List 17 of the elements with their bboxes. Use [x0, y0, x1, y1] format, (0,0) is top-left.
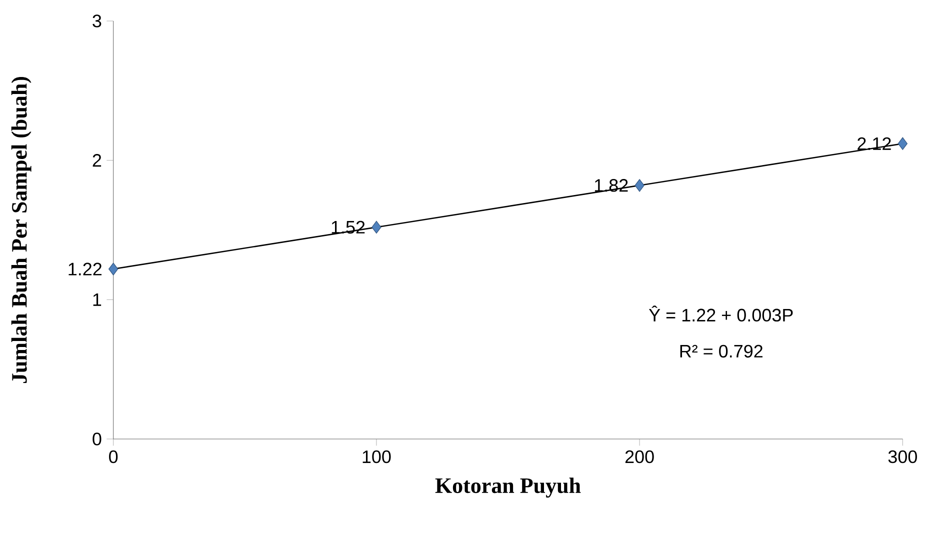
y-tick-label: 1 [93, 293, 102, 306]
x-tick-label: 200 [625, 450, 654, 464]
point [372, 220, 382, 234]
annotation: R² = 0.792 [680, 344, 762, 358]
x-axis-title: Kotoran Puyuh [435, 478, 581, 498]
point [634, 179, 644, 192]
data-label: 1.22 [68, 262, 102, 276]
point [108, 262, 118, 276]
y-tick-label: 2 [92, 154, 102, 167]
point [898, 137, 908, 150]
y-axis-title: Jumlah Buah Per Sampel (buah) [11, 76, 32, 384]
x-tick-label: 300 [888, 450, 917, 464]
y-tick-label: 0 [92, 432, 102, 446]
x-tick-label: 0 [109, 450, 118, 464]
annotation: Ŷ = 1.22 + 0.003P [648, 306, 793, 322]
x-tick-label: 100 [362, 450, 391, 464]
y-tick-label: 3 [92, 14, 102, 28]
